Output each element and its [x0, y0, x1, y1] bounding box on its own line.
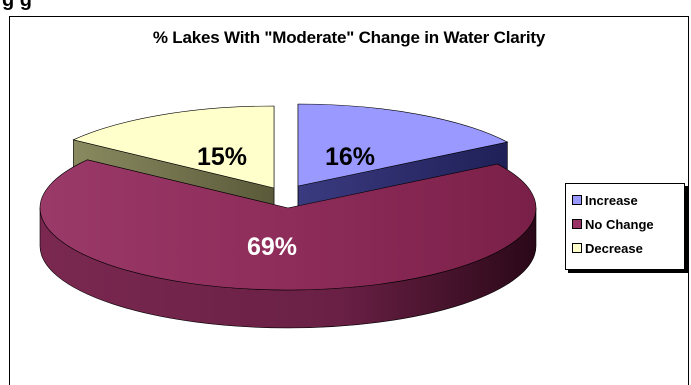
- legend-swatch: [572, 243, 582, 253]
- pie-data-label-no-change: 69%: [247, 233, 297, 261]
- pie-labels: 16% 69% 15%: [197, 143, 375, 261]
- pie-data-label-increase: 16%: [325, 143, 375, 171]
- legend-item-decrease: Decrease: [572, 239, 643, 257]
- legend-label: No Change: [585, 216, 654, 232]
- legend-item-increase: Increase: [572, 191, 638, 209]
- cut-off-heading: g g: [2, 0, 32, 11]
- legend-swatch: [572, 195, 582, 205]
- legend-item-no-change: No Change: [572, 215, 654, 233]
- chart-title: % Lakes With "Moderate" Change in Water …: [152, 28, 546, 47]
- pie-slice-increase: [297, 103, 509, 187]
- legend-label: Increase: [585, 192, 638, 208]
- chart-legend: Increase No Change Decrease: [565, 183, 685, 270]
- pie-slice-decrease: [72, 105, 275, 189]
- legend-label: Decrease: [585, 240, 643, 256]
- pie-tops: [39, 103, 537, 291]
- pie-data-label-decrease: 15%: [197, 143, 247, 171]
- pie-slice-no-change: [39, 159, 537, 291]
- legend-swatch: [572, 219, 582, 229]
